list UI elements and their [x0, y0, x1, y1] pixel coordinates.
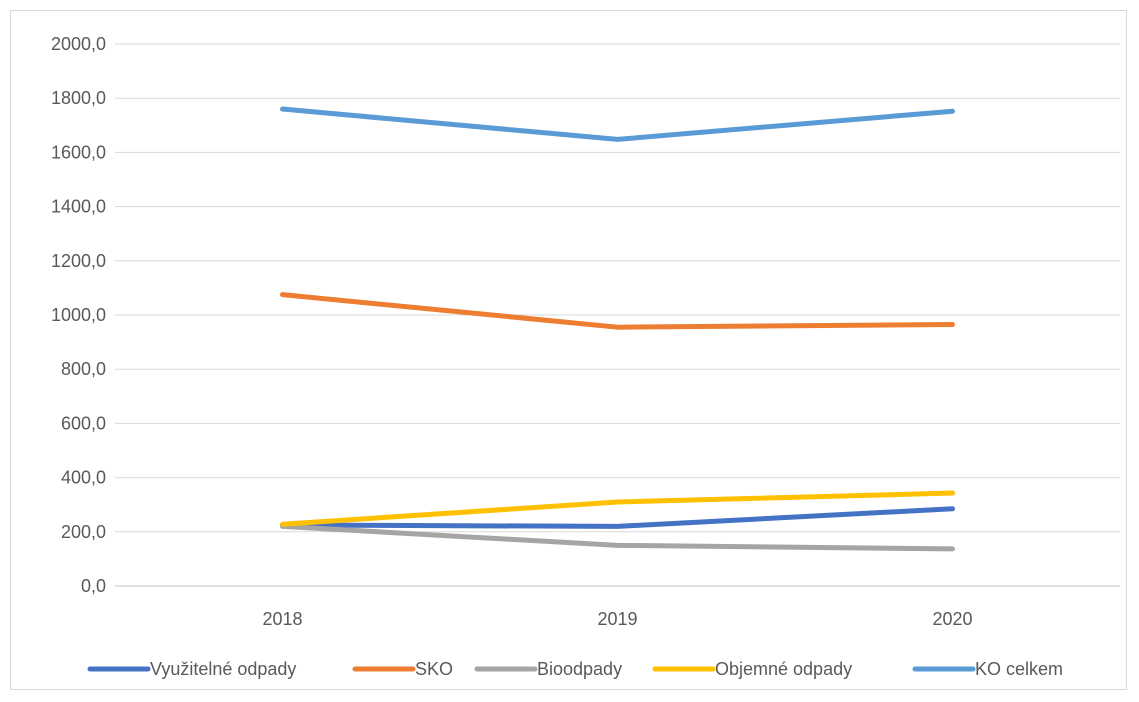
- series-line-3: [280, 490, 955, 527]
- legend-label: KO celkem: [975, 659, 1063, 679]
- y-tick-label: 600,0: [61, 413, 106, 433]
- legend-label: SKO: [415, 659, 453, 679]
- y-tick-label: 0,0: [81, 576, 106, 596]
- y-tick-label: 1200,0: [51, 251, 106, 271]
- legend: Využitelné odpady SKO Bioodpady Objemné odp…: [87, 659, 1063, 679]
- x-tick-label: 2019: [597, 609, 637, 629]
- y-tick-label: 200,0: [61, 522, 106, 542]
- legend-label: Bioodpady: [537, 659, 622, 679]
- legend-label: Objemné odpady: [715, 659, 852, 679]
- series-lines: [280, 106, 955, 552]
- y-tick-label: 1800,0: [51, 88, 106, 108]
- legend-label: Využitelné odpady: [150, 659, 296, 679]
- series-line-4: [280, 106, 955, 142]
- y-tick-label: 1600,0: [51, 142, 106, 162]
- x-axis: 2018 2019 2020: [262, 609, 972, 629]
- y-tick-label: 2000,0: [51, 34, 106, 54]
- y-tick-label: 800,0: [61, 359, 106, 379]
- series-line-1: [280, 292, 955, 330]
- gridlines: [115, 43, 1120, 587]
- y-tick-label: 1400,0: [51, 197, 106, 217]
- x-tick-label: 2020: [932, 609, 972, 629]
- y-tick-label: 1000,0: [51, 305, 106, 325]
- chart-frame: [10, 10, 1127, 690]
- y-tick-label: 400,0: [61, 468, 106, 488]
- series-line-2: [280, 523, 955, 552]
- series-line-0: [280, 506, 955, 529]
- x-tick-label: 2018: [262, 609, 302, 629]
- y-axis: 0,0 200,0 400,0 600,0 800,0 1000,0 1200,0 1400,…: [51, 34, 106, 596]
